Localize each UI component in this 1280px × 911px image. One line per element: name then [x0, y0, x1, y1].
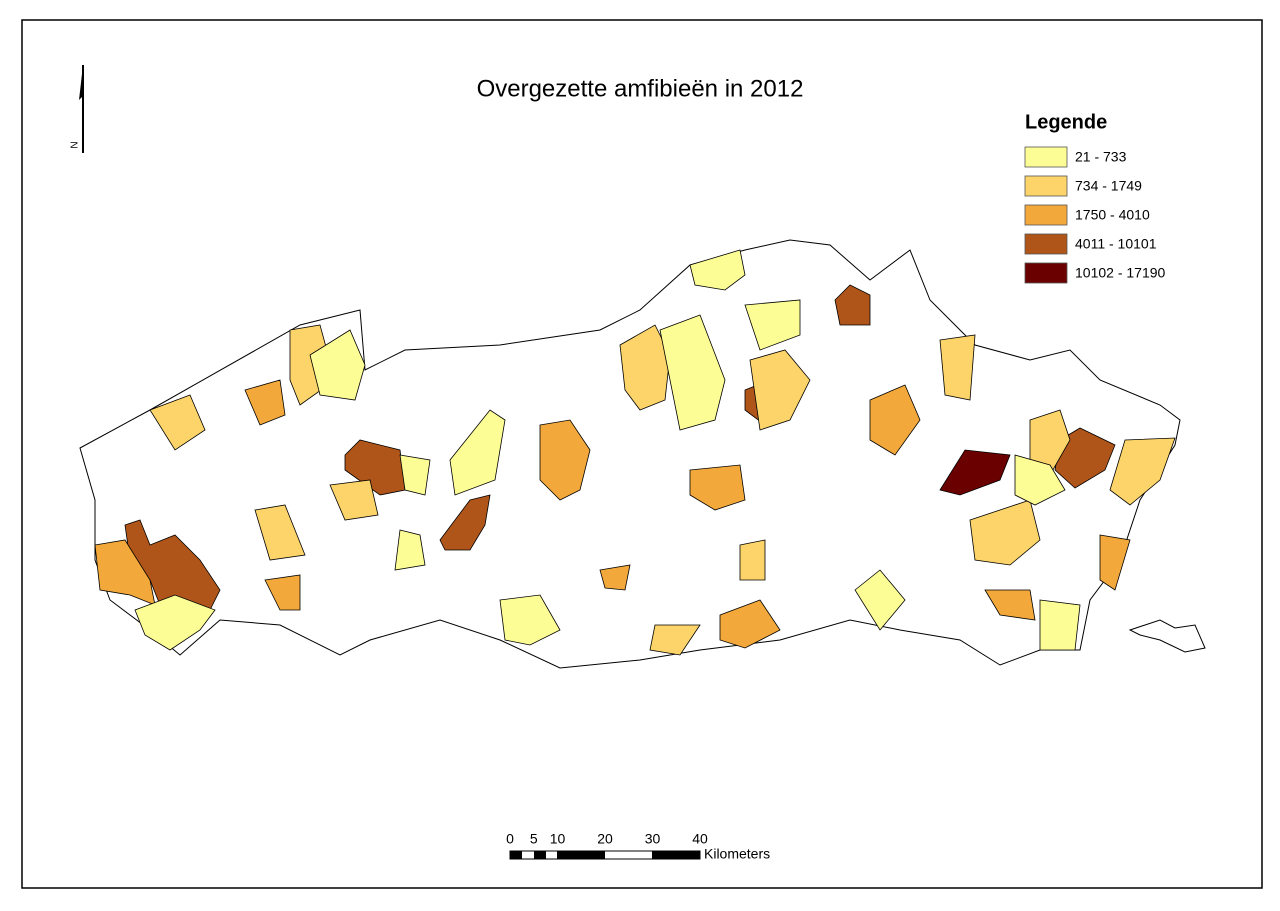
municipality [499, 594, 561, 646]
municipality [984, 589, 1036, 621]
municipality [869, 384, 921, 456]
municipality [1039, 599, 1081, 651]
municipality [1014, 454, 1066, 506]
municipality [969, 499, 1041, 566]
municipality [149, 394, 206, 451]
legend-label: 21 - 733 [1075, 149, 1127, 165]
municipality [394, 529, 426, 571]
municipality [689, 249, 746, 291]
north-label: N [70, 141, 81, 148]
municipality [619, 324, 671, 411]
municipality [719, 599, 781, 649]
municipality [1099, 534, 1131, 591]
municipality [599, 564, 631, 591]
municipality [449, 409, 506, 496]
municipality [264, 574, 301, 611]
municipality [854, 569, 906, 631]
municipality [539, 419, 591, 501]
scale-tick-label: 10 [550, 831, 566, 847]
legend-label: 4011 - 10101 [1075, 236, 1157, 252]
scale-unit: Kilometers [704, 846, 770, 862]
municipality [659, 314, 726, 431]
municipality [254, 504, 306, 561]
legend-swatch [1024, 175, 1068, 197]
municipality [744, 299, 801, 351]
municipality [439, 494, 491, 551]
legend-swatch [1024, 146, 1068, 168]
scale-tick-label: 5 [530, 831, 538, 847]
voeren-outline [1128, 619, 1206, 653]
scale-tick-label: 0 [506, 831, 514, 847]
municipality [739, 539, 766, 581]
legend-swatch [1024, 233, 1068, 255]
scale-tick-label: 30 [645, 831, 661, 847]
legend-swatch [1024, 204, 1068, 226]
legend-label: 734 - 1749 [1075, 178, 1142, 194]
legend-title: Legende [1025, 111, 1107, 133]
municipality [749, 349, 811, 431]
map [79, 239, 1206, 669]
legend-swatch [1024, 262, 1068, 284]
legend-label: 1750 - 4010 [1075, 207, 1150, 223]
municipality [1054, 427, 1116, 489]
scale-tick-label: 20 [597, 831, 613, 847]
municipality [649, 624, 701, 656]
municipality [939, 334, 976, 401]
municipality [939, 449, 1011, 496]
municipality [1109, 437, 1176, 506]
municipality [834, 284, 871, 326]
scale-tick-label: 40 [692, 831, 708, 847]
municipality [309, 329, 366, 401]
legend: 21 - 733 734 - 1749 1750 - 4010 4011 - 1010… [1024, 146, 1166, 284]
north-arrow: N [70, 65, 84, 153]
municipality [329, 479, 379, 521]
municipality [1029, 409, 1071, 476]
municipality [134, 594, 216, 651]
regions [94, 249, 1176, 656]
municipality [689, 464, 746, 511]
municipality [244, 379, 286, 426]
scale-bar: Kilometers 0 5 10 20 30 40 [506, 831, 770, 862]
legend-label: 10102 - 17190 [1075, 265, 1166, 281]
municipality [399, 454, 431, 496]
map-title: Overgezette amfibieën in 2012 [477, 75, 804, 102]
